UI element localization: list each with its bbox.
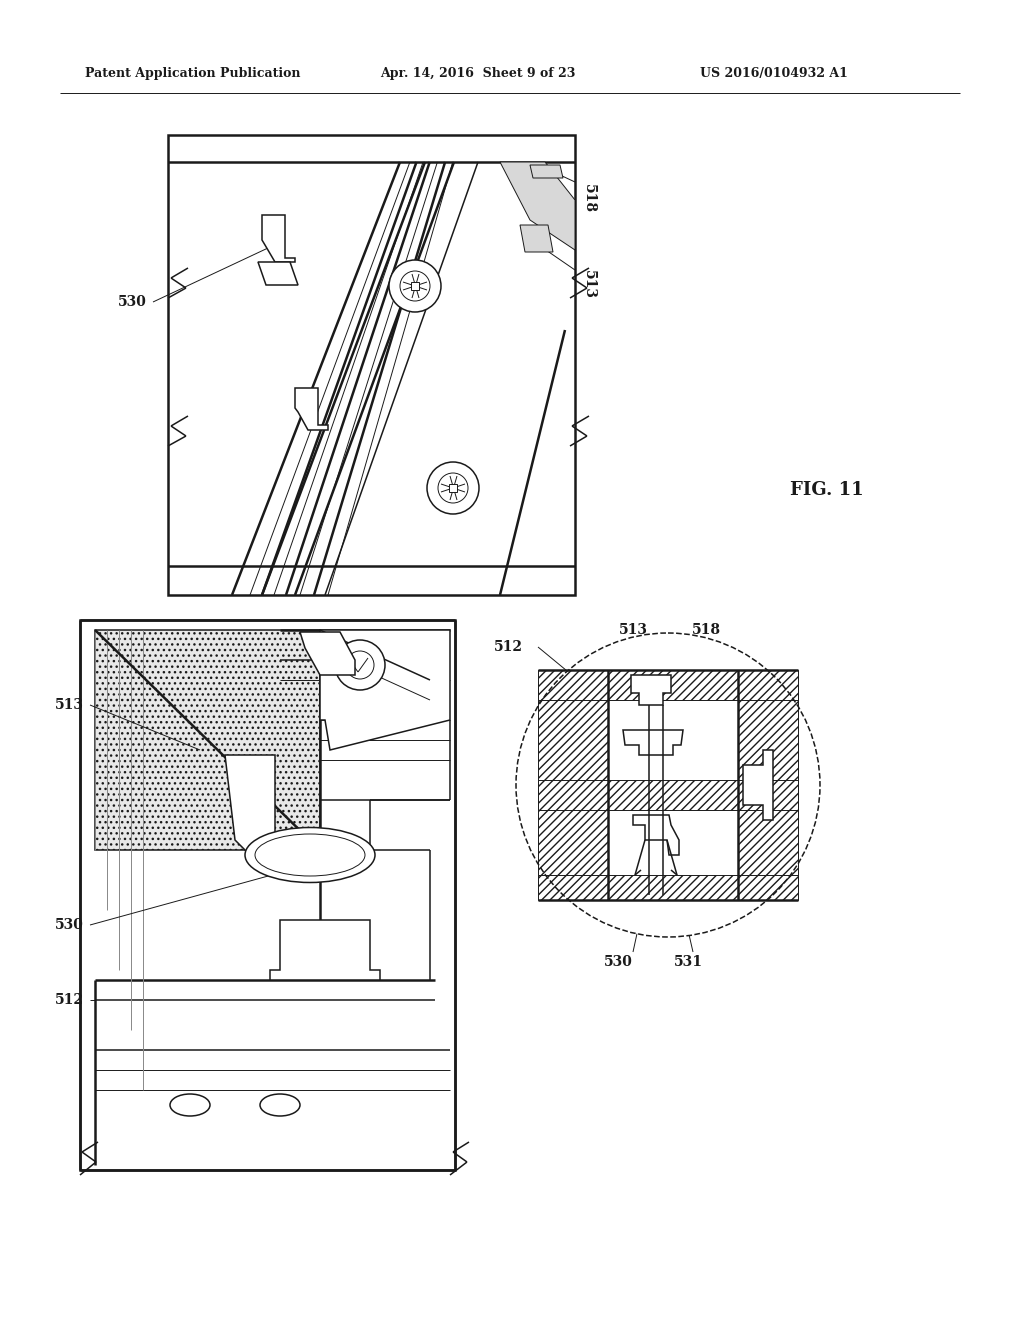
Text: 513: 513 — [618, 623, 647, 638]
Polygon shape — [262, 215, 295, 261]
Polygon shape — [538, 780, 798, 810]
Polygon shape — [538, 875, 798, 900]
Polygon shape — [738, 685, 798, 884]
Polygon shape — [631, 675, 671, 705]
Text: 518: 518 — [691, 623, 721, 638]
Text: 530: 530 — [55, 917, 84, 932]
Polygon shape — [168, 135, 575, 595]
Polygon shape — [520, 224, 553, 252]
Polygon shape — [225, 755, 275, 861]
Polygon shape — [538, 685, 608, 884]
Text: 512: 512 — [494, 640, 523, 653]
Text: Patent Application Publication: Patent Application Publication — [85, 66, 300, 79]
Polygon shape — [500, 162, 575, 249]
Polygon shape — [258, 261, 298, 285]
Text: 531: 531 — [674, 954, 702, 969]
Text: Apr. 14, 2016  Sheet 9 of 23: Apr. 14, 2016 Sheet 9 of 23 — [380, 66, 575, 79]
Text: 513: 513 — [55, 698, 84, 711]
Bar — [449, 484, 457, 492]
Text: 530: 530 — [118, 294, 146, 309]
Polygon shape — [633, 814, 679, 855]
Polygon shape — [270, 920, 380, 979]
Polygon shape — [95, 630, 319, 850]
Text: 513: 513 — [582, 271, 596, 300]
Polygon shape — [530, 165, 563, 178]
Polygon shape — [300, 632, 355, 675]
Polygon shape — [743, 750, 773, 820]
Circle shape — [516, 634, 820, 937]
Polygon shape — [319, 630, 450, 750]
Circle shape — [427, 462, 479, 513]
Polygon shape — [80, 620, 455, 1170]
Bar — [411, 282, 419, 290]
Circle shape — [335, 640, 385, 690]
Circle shape — [389, 260, 441, 312]
Text: 518: 518 — [582, 183, 596, 213]
Text: FIG. 11: FIG. 11 — [790, 480, 863, 499]
Text: 530: 530 — [603, 954, 633, 969]
Polygon shape — [295, 388, 328, 430]
Text: US 2016/0104932 A1: US 2016/0104932 A1 — [700, 66, 848, 79]
Polygon shape — [538, 671, 798, 700]
Ellipse shape — [245, 828, 375, 883]
Text: 512: 512 — [55, 993, 84, 1007]
Polygon shape — [623, 730, 683, 755]
